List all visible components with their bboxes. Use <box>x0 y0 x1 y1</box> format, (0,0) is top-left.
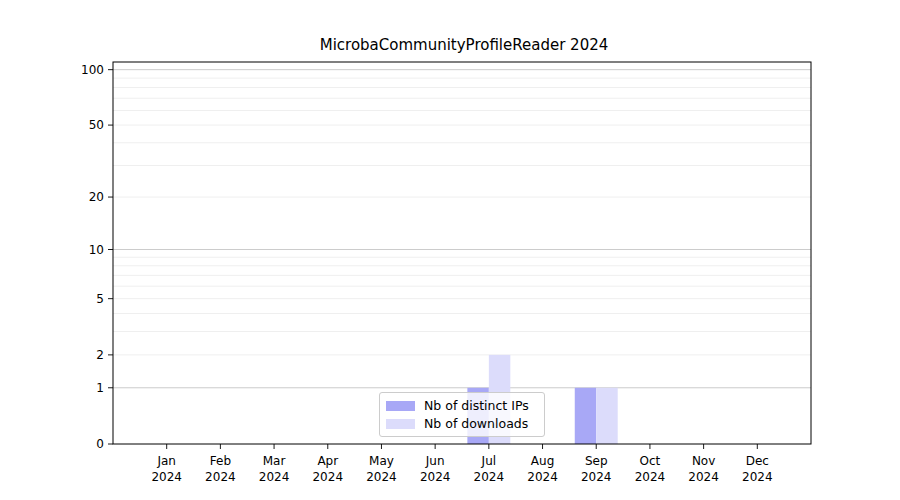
chart-figure: MicrobaCommunityProfileReader 2024 0 1 2 5 1… <box>0 0 900 500</box>
legend-item-downloads: Nb of downloads <box>386 415 538 432</box>
bar-downloads-sep <box>596 388 617 444</box>
x-tick-label-month: Apr <box>317 454 338 468</box>
x-tick-label-year: 2024 <box>259 470 290 484</box>
x-tick-label-month: Dec <box>746 454 769 468</box>
x-tick-label-month: May <box>369 454 394 468</box>
x-tick-label-year: 2024 <box>635 470 666 484</box>
y-tick-label: 5 <box>96 292 104 306</box>
x-tick-label-month: Sep <box>585 454 608 468</box>
x-tick-label-year: 2024 <box>420 470 451 484</box>
y-tick-label: 1 <box>96 381 104 395</box>
legend-label-distinct-ips: Nb of distinct IPs <box>424 397 529 414</box>
x-tick-label-month: Jul <box>481 454 496 468</box>
x-tick-label-year: 2024 <box>688 470 719 484</box>
plot-frame <box>113 62 811 444</box>
legend-label-downloads: Nb of downloads <box>424 415 528 432</box>
x-tick-label-year: 2024 <box>527 470 558 484</box>
y-tick-label: 0 <box>96 437 104 451</box>
axes-group <box>108 62 811 449</box>
x-tick-label-month: Nov <box>692 454 715 468</box>
x-tick-label-month: Mar <box>263 454 286 468</box>
y-tick-label: 20 <box>89 190 104 204</box>
y-tick-label: 10 <box>89 243 104 257</box>
x-tick-label-year: 2024 <box>581 470 612 484</box>
x-tick-label-year: 2024 <box>366 470 397 484</box>
x-tick-label-year: 2024 <box>742 470 773 484</box>
chart-legend: Nb of distinct IPs Nb of downloads <box>379 392 545 437</box>
y-tick-label: 2 <box>96 348 104 362</box>
downloads-swatch-icon <box>386 419 415 429</box>
x-tick-label-month: Jun <box>425 454 445 468</box>
x-tick-label-year: 2024 <box>474 470 505 484</box>
x-tick-label-month: Oct <box>640 454 661 468</box>
x-tick-label-year: 2024 <box>205 470 236 484</box>
x-tick-label-year: 2024 <box>312 470 343 484</box>
y-tick-label: 100 <box>81 63 104 77</box>
x-tick-label-month: Jan <box>156 454 176 468</box>
x-tick-label-year: 2024 <box>151 470 182 484</box>
chart-title: MicrobaCommunityProfileReader 2024 <box>320 36 609 54</box>
distinct-ips-swatch-icon <box>386 401 415 411</box>
x-tick-label-month: Aug <box>531 454 554 468</box>
gridlines-group <box>113 70 811 388</box>
legend-item-distinct-ips: Nb of distinct IPs <box>386 397 538 414</box>
y-tick-label: 50 <box>89 118 104 132</box>
x-tick-label-month: Feb <box>210 454 231 468</box>
bar-ips-sep <box>575 388 596 444</box>
